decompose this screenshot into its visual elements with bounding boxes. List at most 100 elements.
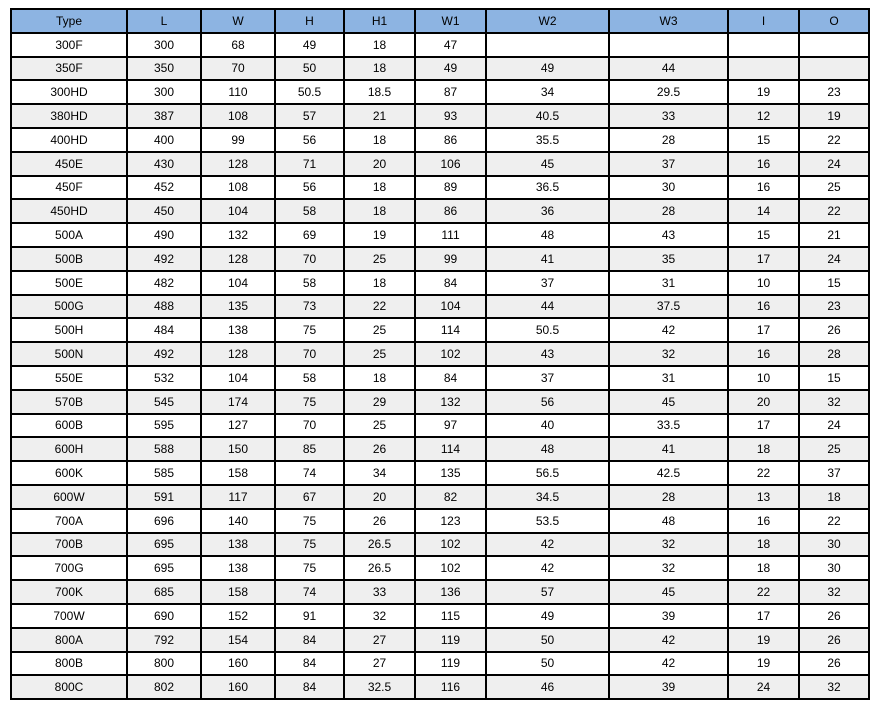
value-cell-w3: 28 <box>608 126 729 153</box>
value-cell-w3: 44 <box>608 55 729 82</box>
table-row-700a: 700A 696 140 75 26 123 53.5 48 16 22 <box>10 507 870 534</box>
value-cell-h: 75 <box>274 507 345 534</box>
value-cell-w: 150 <box>200 436 276 463</box>
value-cell-w2: 56.5 <box>485 460 610 486</box>
table-row-300f: 300F 300 68 49 18 47 <box>10 31 870 58</box>
value-cell-w3: 29.5 <box>608 79 729 106</box>
value-cell-h1: 25 <box>343 245 416 272</box>
value-cell-w3: 35 <box>608 245 729 272</box>
table-row-450f: 450F 452 108 56 18 89 36.5 30 16 25 <box>10 174 870 201</box>
value-cell-h1: 29 <box>343 388 416 415</box>
value-cell-i: 24 <box>727 674 800 701</box>
value-cell-l: 452 <box>126 174 202 201</box>
value-cell-i: 15 <box>727 126 800 153</box>
table-row-380hd: 380HD 387 108 57 21 93 40.5 33 12 19 <box>10 103 870 129</box>
value-cell-o: 26 <box>798 317 870 344</box>
value-cell-w3: 33 <box>608 103 729 129</box>
value-cell-w1: 132 <box>414 388 487 415</box>
value-cell-w2: 36 <box>485 198 610 225</box>
column-header-w: W <box>200 8 276 34</box>
value-cell-o: 18 <box>798 483 870 510</box>
value-cell-w1: 102 <box>414 341 487 367</box>
value-cell-o <box>798 55 870 82</box>
value-cell-w2: 50 <box>485 650 610 677</box>
table-row-800c: 800C 802 160 84 32.5 116 46 39 24 32 <box>10 674 870 701</box>
value-cell-h1: 18 <box>343 198 416 225</box>
value-cell-i: 10 <box>727 364 800 391</box>
value-cell-o: 24 <box>798 245 870 272</box>
column-header-w2: W2 <box>485 8 610 34</box>
value-cell-w3: 28 <box>608 483 729 510</box>
value-cell-i: 16 <box>727 293 800 320</box>
type-cell: 800B <box>10 650 128 677</box>
value-cell-h1: 18 <box>343 126 416 153</box>
value-cell-w2: 44 <box>485 293 610 320</box>
value-cell-w2: 34 <box>485 79 610 106</box>
value-cell-w: 138 <box>200 317 276 344</box>
value-cell-l: 490 <box>126 222 202 248</box>
column-header-w3: W3 <box>608 8 729 34</box>
value-cell-w1: 86 <box>414 126 487 153</box>
value-cell-w: 128 <box>200 150 276 177</box>
table-row-500g: 500G 488 135 73 22 104 44 37.5 16 23 <box>10 293 870 320</box>
value-cell-w2: 50.5 <box>485 317 610 344</box>
value-cell-h: 75 <box>274 531 345 558</box>
value-cell-o: 37 <box>798 460 870 486</box>
value-cell-l: 690 <box>126 602 202 629</box>
value-cell-w1: 111 <box>414 222 487 248</box>
value-cell-h1: 34 <box>343 460 416 486</box>
value-cell-h: 75 <box>274 388 345 415</box>
value-cell-h1: 18 <box>343 364 416 391</box>
value-cell-i: 16 <box>727 150 800 177</box>
table-row-800a: 800A 792 154 84 27 119 50 42 19 26 <box>10 626 870 653</box>
value-cell-o: 26 <box>798 602 870 629</box>
column-header-l: L <box>126 8 202 34</box>
table-row-500a: 500A 490 132 69 19 111 48 43 15 21 <box>10 222 870 248</box>
value-cell-i: 16 <box>727 507 800 534</box>
value-cell-w2: 37 <box>485 364 610 391</box>
value-cell-h1: 26.5 <box>343 531 416 558</box>
value-cell-l: 532 <box>126 364 202 391</box>
value-cell-w3: 42.5 <box>608 460 729 486</box>
type-cell: 800C <box>10 674 128 701</box>
value-cell-w1: 116 <box>414 674 487 701</box>
value-cell-w3: 31 <box>608 364 729 391</box>
value-cell-h: 50.5 <box>274 79 345 106</box>
table-row-550e: 550E 532 104 58 18 84 37 31 10 15 <box>10 364 870 391</box>
value-cell-w1: 119 <box>414 626 487 653</box>
type-cell: 700G <box>10 555 128 582</box>
value-cell-w3 <box>608 31 729 58</box>
value-cell-w1: 99 <box>414 245 487 272</box>
value-cell-i: 18 <box>727 436 800 463</box>
type-cell: 600B <box>10 412 128 439</box>
value-cell-l: 695 <box>126 555 202 582</box>
value-cell-w: 138 <box>200 555 276 582</box>
value-cell-h: 50 <box>274 55 345 82</box>
value-cell-h1: 27 <box>343 650 416 677</box>
value-cell-l: 387 <box>126 103 202 129</box>
value-cell-w1: 97 <box>414 412 487 439</box>
value-cell-w1: 93 <box>414 103 487 129</box>
value-cell-o: 26 <box>798 626 870 653</box>
value-cell-w1: 102 <box>414 555 487 582</box>
value-cell-l: 588 <box>126 436 202 463</box>
column-header-type: Type <box>10 8 128 34</box>
value-cell-o: 15 <box>798 364 870 391</box>
value-cell-h1: 25 <box>343 317 416 344</box>
value-cell-w: 135 <box>200 293 276 320</box>
table-row-450hd: 450HD 450 104 58 18 86 36 28 14 22 <box>10 198 870 225</box>
value-cell-w2: 35.5 <box>485 126 610 153</box>
value-cell-i: 18 <box>727 531 800 558</box>
value-cell-w1: 89 <box>414 174 487 201</box>
value-cell-w1: 106 <box>414 150 487 177</box>
value-cell-h1: 19 <box>343 222 416 248</box>
value-cell-w: 108 <box>200 174 276 201</box>
value-cell-w2: 42 <box>485 531 610 558</box>
value-cell-w1: 102 <box>414 531 487 558</box>
value-cell-o: 25 <box>798 174 870 201</box>
value-cell-h1: 25 <box>343 412 416 439</box>
value-cell-w2: 40 <box>485 412 610 439</box>
value-cell-h: 74 <box>274 460 345 486</box>
column-header-h1: H1 <box>343 8 416 34</box>
value-cell-w2: 40.5 <box>485 103 610 129</box>
